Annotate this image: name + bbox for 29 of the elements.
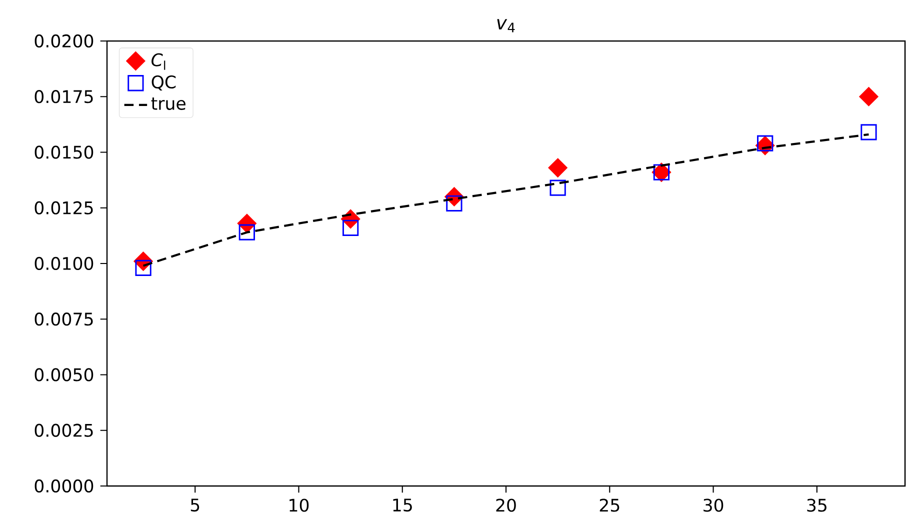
x-tick-label: 35 [807, 498, 826, 512]
y-tick-label: 0.0100 [34, 256, 94, 270]
point [135, 260, 152, 276]
point [859, 86, 878, 106]
y-tick-label: 0.0200 [34, 34, 94, 48]
point [446, 195, 462, 212]
x-tick-label: 5 [190, 498, 200, 512]
y-tick-label: 0.0125 [34, 201, 93, 214]
x-tick-label: 15 [393, 498, 412, 512]
y-tick-label: 0.0050 [34, 368, 94, 382]
x-tick-label: 20 [496, 498, 516, 512]
point [238, 224, 255, 240]
y-tick-label: 0.0150 [34, 146, 94, 159]
point [860, 124, 877, 140]
point [342, 220, 359, 236]
point [548, 158, 568, 178]
x-tick-label: 30 [704, 498, 724, 512]
x-tick-label: 25 [600, 498, 620, 512]
x-tick-label: 10 [290, 498, 309, 512]
legend-label: QC [152, 75, 176, 90]
point [757, 135, 774, 152]
y-tick-label: 0.0000 [34, 479, 94, 493]
legend-label: C$_{l}$ [152, 53, 166, 70]
legend-label: true [151, 98, 186, 110]
y-tick-label: 0.0175 [34, 90, 93, 104]
chart-title: v$_{4}$ [497, 19, 515, 32]
y-tick-label: 0.0075 [34, 312, 93, 326]
point [550, 180, 566, 196]
y-tick-label: 0.0025 [34, 424, 93, 437]
